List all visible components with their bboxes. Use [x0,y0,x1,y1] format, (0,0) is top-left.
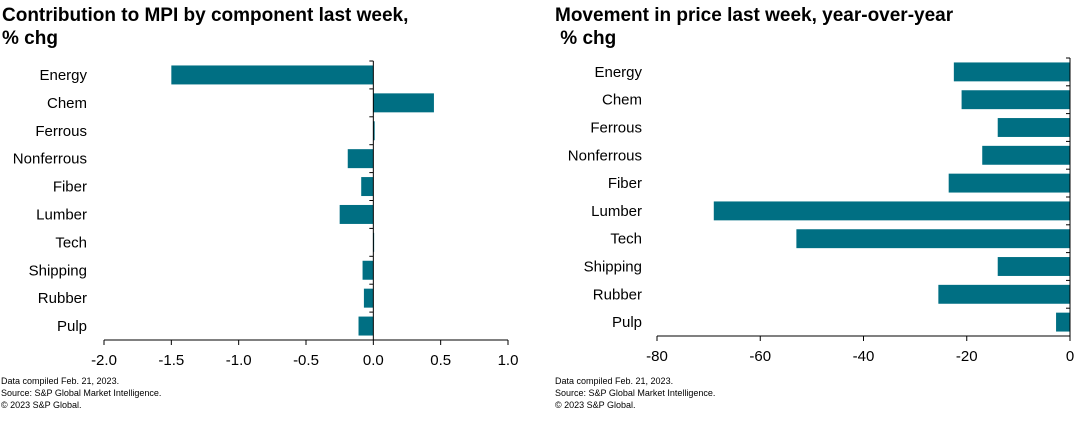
bar-shipping [362,260,374,280]
bar-chem [961,90,1070,110]
bar-pulp [1056,312,1070,332]
chart-title-line: Contribution to MPI by component last we… [2,5,409,26]
bar-shipping [997,257,1070,276]
x-tick-label: 0 [1066,348,1074,365]
category-label: Ferrous [590,120,642,137]
bar-chart-plot: Energy Chem Ferrous Nonferrous Fiber Lumber Te… [13,60,519,369]
x-tick-label: 0.5 [430,352,451,369]
category-label: Energy [594,64,642,81]
bar-nonferrous [982,145,1070,165]
category-label: Pulp [612,314,642,331]
bar-chart-plot: Energy Chem Ferrous Nonferrous Fiber Lumber Te… [568,57,1074,365]
chart-footnotes: Data compiled Feb. 21, 2023. Source: S&P… [555,375,715,411]
data-compiled-note: Data compiled Feb. 21, 2023. [555,376,674,386]
bar-pulp [358,316,374,336]
copyright-note: © 2023 S&P Global. [555,400,636,410]
chart-panel-mpi-contribution: Contribution to MPI by component last we… [0,0,540,424]
x-tick-label: -2.0 [91,352,117,369]
x-tick-label: -40 [853,348,875,365]
bar-rubber [938,284,1070,304]
bar-rubber [363,288,374,308]
category-label: Shipping [29,262,87,279]
x-tick-label: 0.0 [363,352,384,369]
source-note: Source: S&P Global Market Intelligence. [555,388,716,398]
bar-ferrous [997,118,1070,137]
category-label: Rubber [593,286,642,303]
category-label: Chem [602,92,642,109]
bar-energy [171,65,374,85]
data-compiled-note: Data compiled Feb. 21, 2023. [1,376,120,386]
chart-title-line: Movement in price last week, year-over-y… [555,5,954,26]
category-label: Lumber [591,203,642,220]
category-label: Fiber [53,179,87,196]
chart-title: Contribution to MPI by component last we… [2,4,408,50]
x-tick-label: -1.5 [158,352,184,369]
bar-ferrous [373,121,375,141]
category-label: Fiber [608,175,642,192]
category-label: Lumber [36,206,87,223]
bar-fiber [361,177,374,197]
x-tick-label: 1.0 [498,352,519,369]
bar-nonferrous [347,149,374,169]
category-label: Shipping [584,259,642,276]
category-label: Rubber [38,290,87,307]
x-tick-label: -0.5 [293,352,319,369]
source-note: Source: S&P Global Market Intelligence. [1,388,162,398]
copyright-note: © 2023 S&P Global. [1,400,82,410]
x-tick-label: -20 [956,348,978,365]
category-label: Pulp [57,318,87,335]
x-tick-label: -80 [646,348,668,365]
category-label: Chem [47,95,87,112]
chart-panel-price-movement: Movement in price last week, year-over-y… [550,0,1085,424]
bar-lumber [339,204,374,224]
bar-energy [953,62,1070,82]
bar-chem [373,93,434,113]
chart-title: Movement in price last week, year-over-y… [555,4,953,50]
category-label: Energy [39,67,87,84]
category-label: Tech [610,231,642,248]
bar-lumber [713,201,1070,221]
category-label: Tech [55,234,87,251]
category-label: Nonferrous [13,151,87,168]
bar-fiber [948,173,1070,193]
chart-title-line: % chg [555,28,617,49]
category-label: Ferrous [35,123,87,140]
category-label: Nonferrous [568,147,642,164]
x-tick-label: -1.0 [226,352,252,369]
chart-title-line: % chg [2,28,58,49]
chart-footnotes: Data compiled Feb. 21, 2023. Source: S&P… [1,375,161,411]
bar-tech [796,229,1070,249]
x-tick-label: -60 [749,348,771,365]
